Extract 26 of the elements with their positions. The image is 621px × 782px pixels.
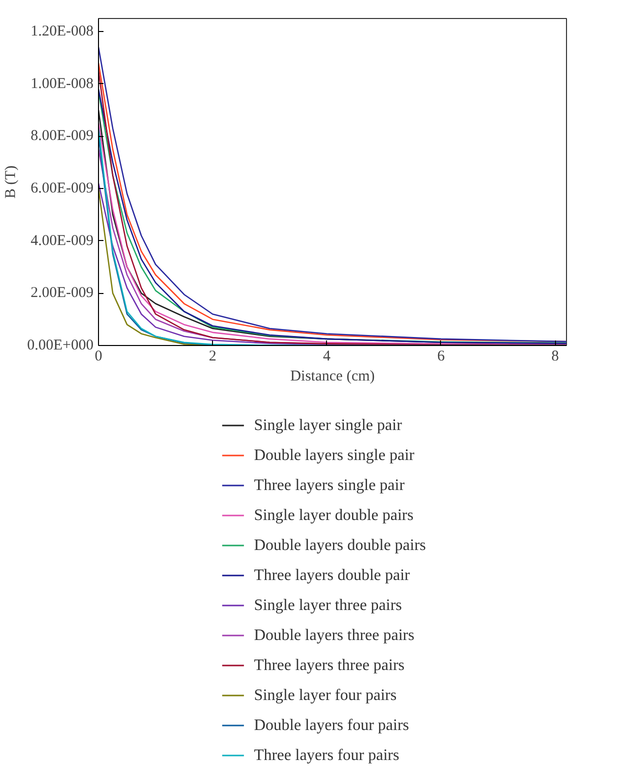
x-axis-title: Distance (cm) (290, 368, 375, 384)
legend-label: Three layers four pairs (254, 747, 400, 764)
y-tick-label: 6.00E-009 (30, 180, 94, 197)
legend-label: Single layer double pairs (254, 507, 414, 524)
legend-label: Single layer four pairs (254, 687, 397, 704)
legend-label: Double layers three pairs (254, 627, 414, 644)
x-tick-label: 0 (94, 348, 102, 364)
legend-label: Double layers double pairs (254, 537, 426, 554)
legend-label: Three layers single pair (254, 477, 406, 494)
y-tick-label: 2.00E-009 (30, 285, 94, 302)
legend-label: Double layers single pair (254, 447, 416, 464)
x-tick-label: 6 (437, 348, 446, 364)
x-tick-label: 8 (551, 348, 559, 364)
x-tick-label: 2 (208, 348, 216, 364)
legend-label: Three layers three pairs (254, 657, 405, 674)
y-tick-label: 1.20E-008 (30, 24, 94, 40)
x-tick-label: 4 (323, 348, 332, 364)
legend-label: Three layers double pair (254, 567, 411, 584)
legend-label: Single layer three pairs (254, 597, 402, 614)
y-tick-label: 1.00E-008 (30, 76, 94, 92)
legend-label: Single layer single pair (254, 417, 403, 434)
y-tick-label: 4.00E-009 (30, 232, 94, 249)
y-tick-label: 0.00E+000 (27, 338, 94, 354)
y-tick-label: 8.00E-009 (30, 128, 94, 144)
y-axis-title: B (T) (3, 166, 20, 198)
legend-label: Double layers four pairs (254, 717, 410, 734)
